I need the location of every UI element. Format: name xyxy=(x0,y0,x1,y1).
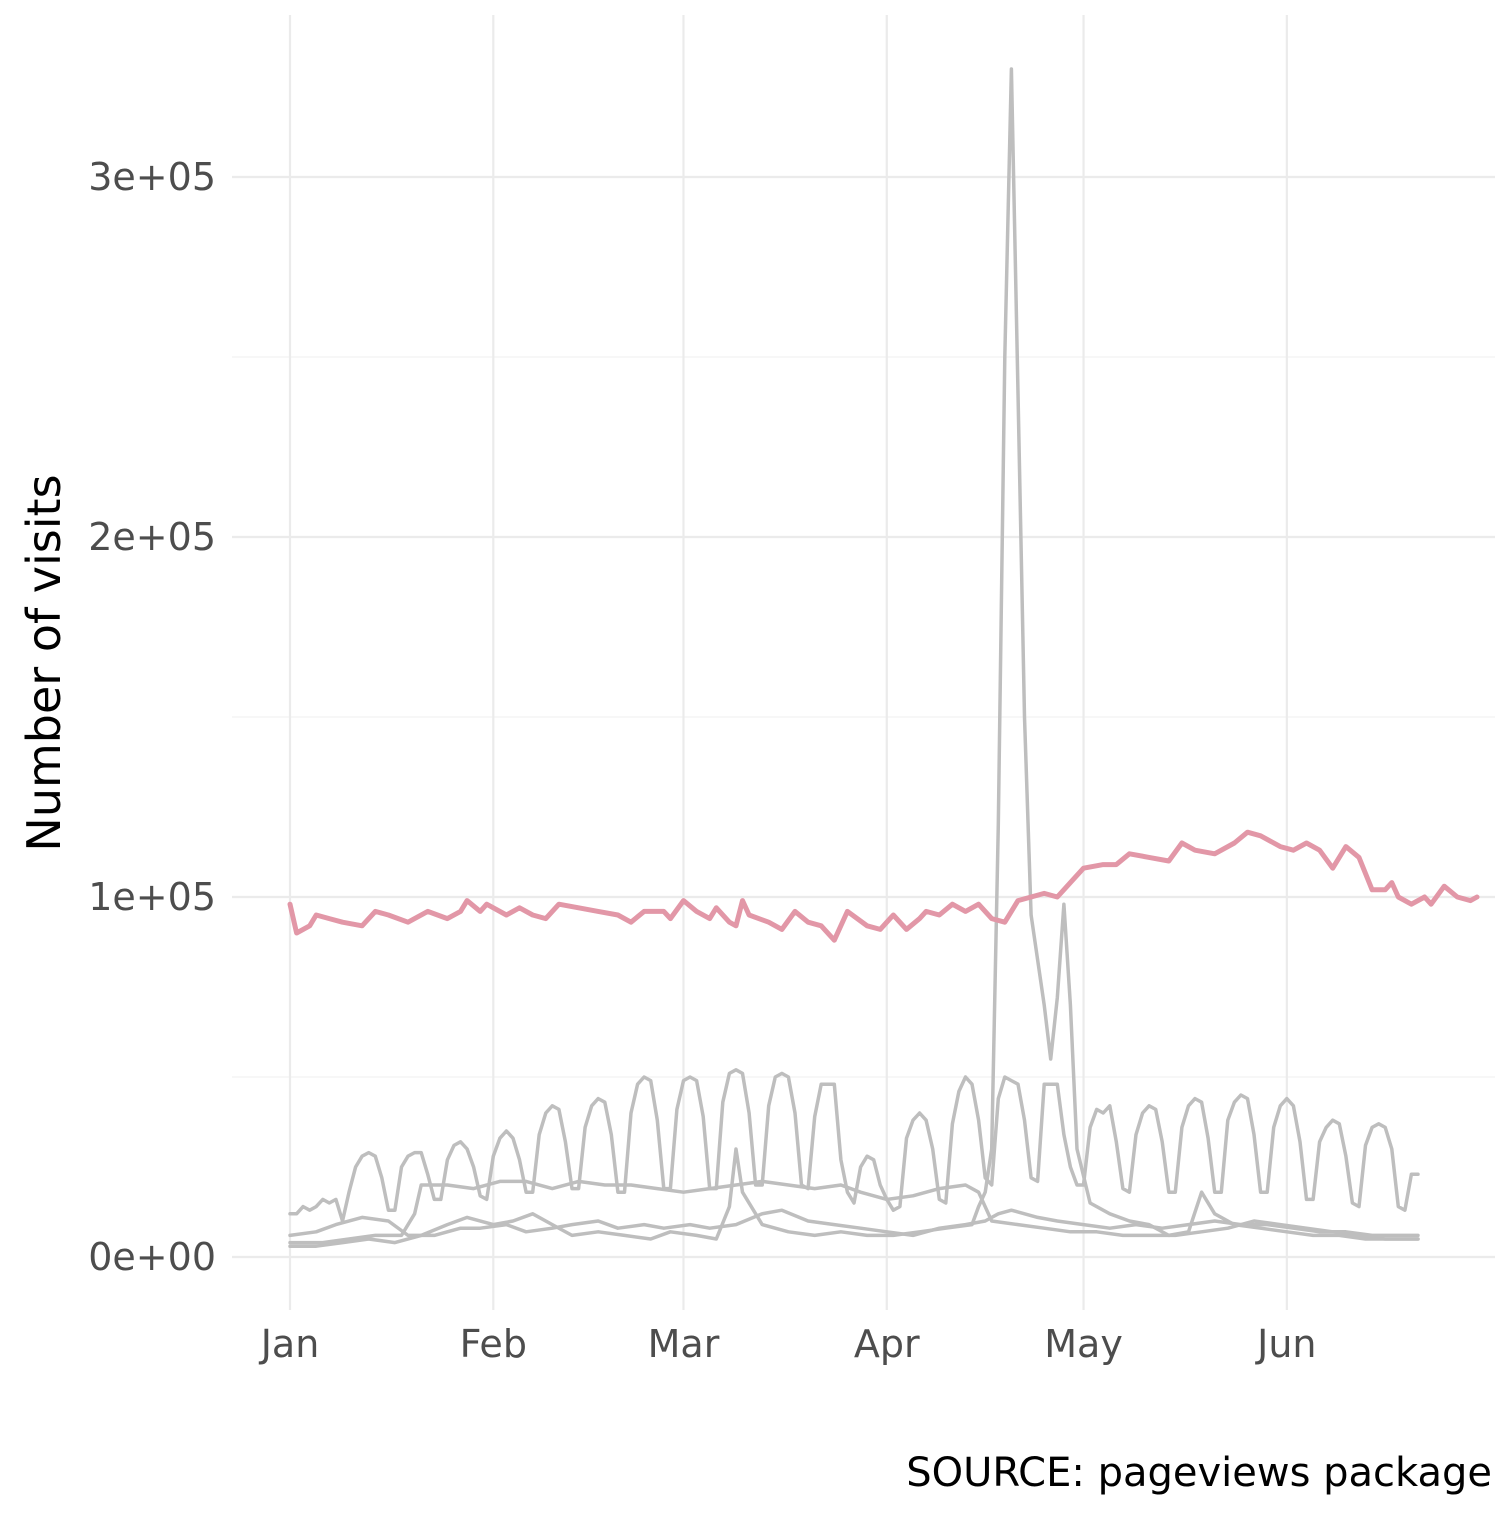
x-tick-label: May xyxy=(1044,1322,1123,1366)
source-caption: SOURCE: pageviews package xyxy=(906,1450,1492,1496)
series-line xyxy=(288,1208,1420,1238)
series-lines xyxy=(287,67,1480,1248)
axis-labels: 0e+00 1e+05 2e+05 3e+05 Jan Feb Mar Apr May Jun xyxy=(88,155,1316,1366)
y-axis-title: Number of visits xyxy=(17,474,71,851)
series-line xyxy=(288,67,1420,1248)
x-tick-label: Apr xyxy=(854,1322,920,1366)
x-tick-label: Mar xyxy=(648,1322,720,1366)
y-tick-label: 1e+05 xyxy=(88,875,216,919)
y-tick-label: 3e+05 xyxy=(88,155,216,199)
grid-lines xyxy=(232,15,1495,1310)
x-tick-label: Feb xyxy=(460,1322,527,1366)
y-tick-label: 0e+00 xyxy=(88,1235,216,1279)
x-tick-label: Jun xyxy=(1255,1322,1316,1366)
highlighted-series-line xyxy=(287,829,1480,943)
y-tick-label: 2e+05 xyxy=(88,515,216,559)
series-line xyxy=(288,1179,1420,1245)
series-line xyxy=(288,1068,1420,1223)
x-tick-label: Jan xyxy=(259,1322,320,1366)
